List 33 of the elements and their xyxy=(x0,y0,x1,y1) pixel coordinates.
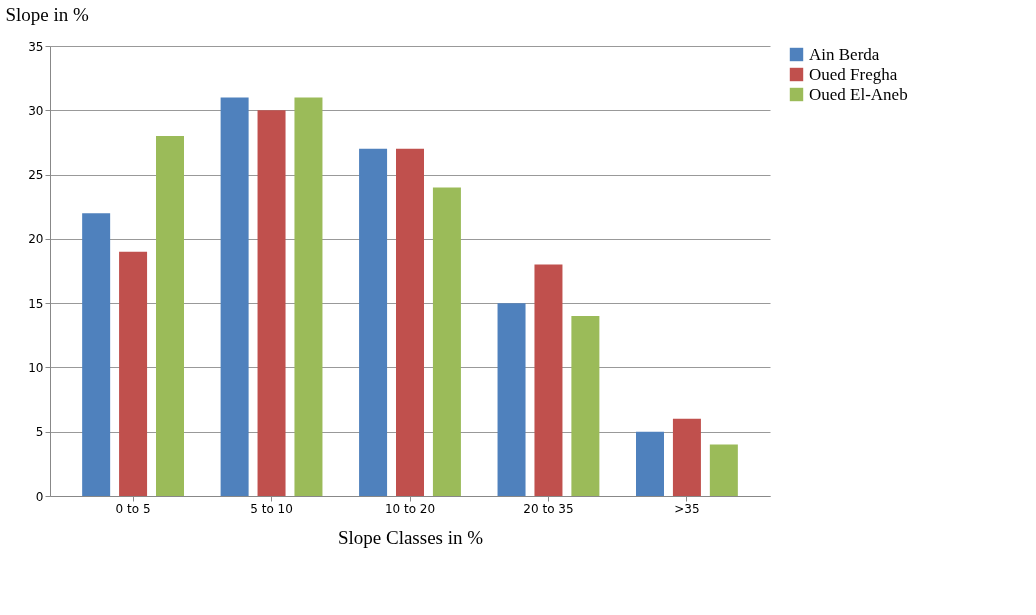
bar xyxy=(534,264,563,496)
x-tick-label: 0 to 5 xyxy=(115,501,151,516)
bar xyxy=(396,148,424,496)
y-tick-label: 20 xyxy=(28,232,44,247)
bar xyxy=(156,136,184,496)
bar xyxy=(359,148,388,496)
y-tick-label: 0 xyxy=(35,489,44,504)
y-tick-label: 30 xyxy=(28,103,44,118)
y-tick-label: 35 xyxy=(28,39,44,54)
bar xyxy=(672,418,701,496)
legend-label: Oued Fregha xyxy=(809,64,898,84)
x-tick-label: 20 to 35 xyxy=(523,501,574,516)
x-tick-label: >35 xyxy=(674,501,700,516)
bar xyxy=(257,110,286,496)
y-tick-label: 15 xyxy=(28,296,44,311)
y-axis-title: Slope in % xyxy=(5,3,90,25)
x-tick-label: 10 to 20 xyxy=(384,501,436,516)
bar xyxy=(636,431,664,496)
legend-label: Ain Berda xyxy=(809,44,880,64)
bar xyxy=(82,213,111,496)
x-tick-label: 5 to 10 xyxy=(250,501,293,516)
y-tick-label: 10 xyxy=(28,360,44,375)
bar xyxy=(432,187,461,496)
y-tick-label: 25 xyxy=(28,168,44,183)
bar xyxy=(571,316,600,496)
bar xyxy=(709,444,738,496)
bar xyxy=(497,303,526,496)
x-axis-title: Slope Classes in % xyxy=(337,526,484,548)
legend-label: Oued El-Aneb xyxy=(809,84,908,104)
bar xyxy=(294,97,323,496)
bar xyxy=(119,251,148,496)
y-tick-label: 5 xyxy=(35,425,44,440)
bar xyxy=(220,97,249,496)
